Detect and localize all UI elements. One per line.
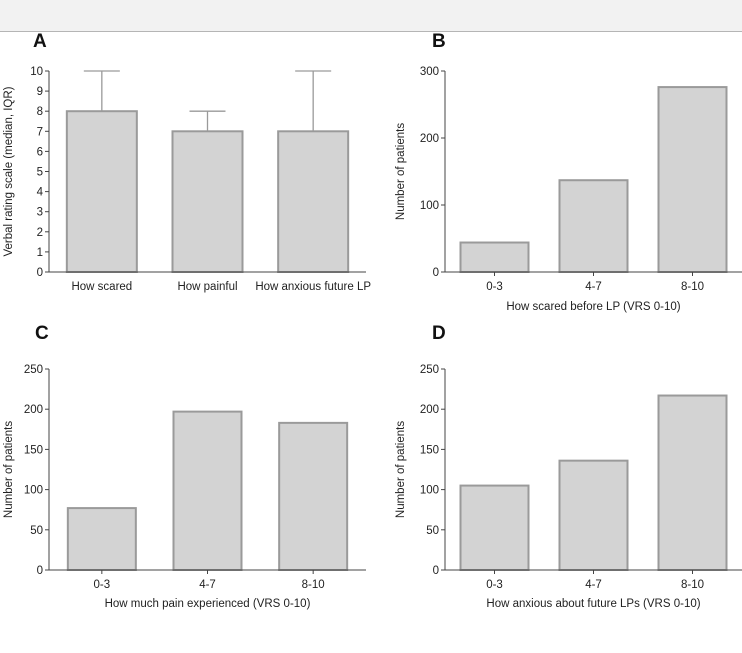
y-tick-label-a-8: 8 <box>37 106 43 118</box>
bar-a-1 <box>171 130 244 273</box>
bar-b-1 <box>558 179 629 274</box>
panel-letter-c: C <box>35 323 49 344</box>
y-tick-label-a-5: 5 <box>37 167 43 179</box>
x-axis-title-c: How much pain experienced (VRS 0-10) <box>105 598 311 610</box>
y-tick-label-a-3: 3 <box>37 207 43 219</box>
y-tick-label-d-3: 150 <box>420 444 439 456</box>
bar-d-1 <box>558 459 629 572</box>
bar-d-0 <box>459 484 530 571</box>
y-tick-label-b-2: 200 <box>420 133 439 145</box>
y-tick-label-a-2: 2 <box>37 227 43 239</box>
y-tick-label-a-9: 9 <box>37 86 43 98</box>
y-tick-label-d-0: 0 <box>433 565 439 577</box>
y-axis-title-c: Number of patients <box>3 421 15 518</box>
y-tick-label-a-7: 7 <box>37 126 43 138</box>
y-tick-label-c-3: 150 <box>24 444 43 456</box>
y-tick-label-d-4: 200 <box>420 404 439 416</box>
y-tick-label-b-1: 100 <box>420 200 439 212</box>
bar-d-2 <box>657 394 728 572</box>
x-tick-label-d-1: 4-7 <box>585 579 602 591</box>
bar-c-0 <box>66 507 137 572</box>
y-tick-label-c-5: 250 <box>24 364 43 376</box>
y-tick-label-a-1: 1 <box>37 247 43 259</box>
x-axis-title-b: How scared before LP (VRS 0-10) <box>506 301 680 313</box>
y-tick-label-a-10: 10 <box>30 66 43 78</box>
x-tick-label-b-2: 8-10 <box>681 281 704 293</box>
y-tick-label-b-0: 0 <box>433 267 439 279</box>
panel-letter-d: D <box>432 323 446 344</box>
x-tick-label-c-2: 8-10 <box>302 579 325 591</box>
top-toolbar-strip <box>0 0 742 32</box>
x-tick-label-d-2: 8-10 <box>681 579 704 591</box>
x-axis-title-d: How anxious about future LPs (VRS 0-10) <box>486 598 700 610</box>
x-tick-label-a-0: How scared <box>71 281 132 293</box>
x-tick-label-a-2: How anxious future LP <box>255 281 371 293</box>
y-tick-label-d-2: 100 <box>420 485 439 497</box>
panel-letter-b: B <box>432 31 446 52</box>
y-axis-title-b: Number of patients <box>395 123 407 220</box>
x-tick-label-a-1: How painful <box>177 281 237 293</box>
y-tick-label-a-6: 6 <box>37 146 43 158</box>
x-tick-label-b-0: 0-3 <box>486 281 503 293</box>
bar-c-1 <box>172 410 243 571</box>
bar-a-0 <box>65 110 138 273</box>
bar-b-0 <box>459 241 530 274</box>
y-tick-label-d-1: 50 <box>426 525 439 537</box>
y-axis-title-d: Number of patients <box>395 421 407 518</box>
y-tick-label-a-0: 0 <box>37 267 43 279</box>
y-tick-label-c-0: 0 <box>37 565 43 577</box>
y-axis-title-a: Verbal rating scale (median, IQR) <box>3 86 15 256</box>
y-tick-label-c-1: 50 <box>30 525 43 537</box>
bar-b-2 <box>657 86 728 273</box>
bar-c-2 <box>278 421 349 572</box>
x-tick-label-b-1: 4-7 <box>585 281 602 293</box>
y-tick-label-c-2: 100 <box>24 485 43 497</box>
x-tick-label-c-0: 0-3 <box>94 579 111 591</box>
bar-a-2 <box>277 130 350 273</box>
y-tick-label-d-5: 250 <box>420 364 439 376</box>
x-tick-label-c-1: 4-7 <box>199 579 216 591</box>
panel-letter-a: A <box>33 31 47 52</box>
y-tick-label-c-4: 200 <box>24 404 43 416</box>
x-tick-label-d-0: 0-3 <box>486 579 503 591</box>
y-tick-label-b-3: 300 <box>420 66 439 78</box>
y-tick-label-a-4: 4 <box>37 187 44 199</box>
